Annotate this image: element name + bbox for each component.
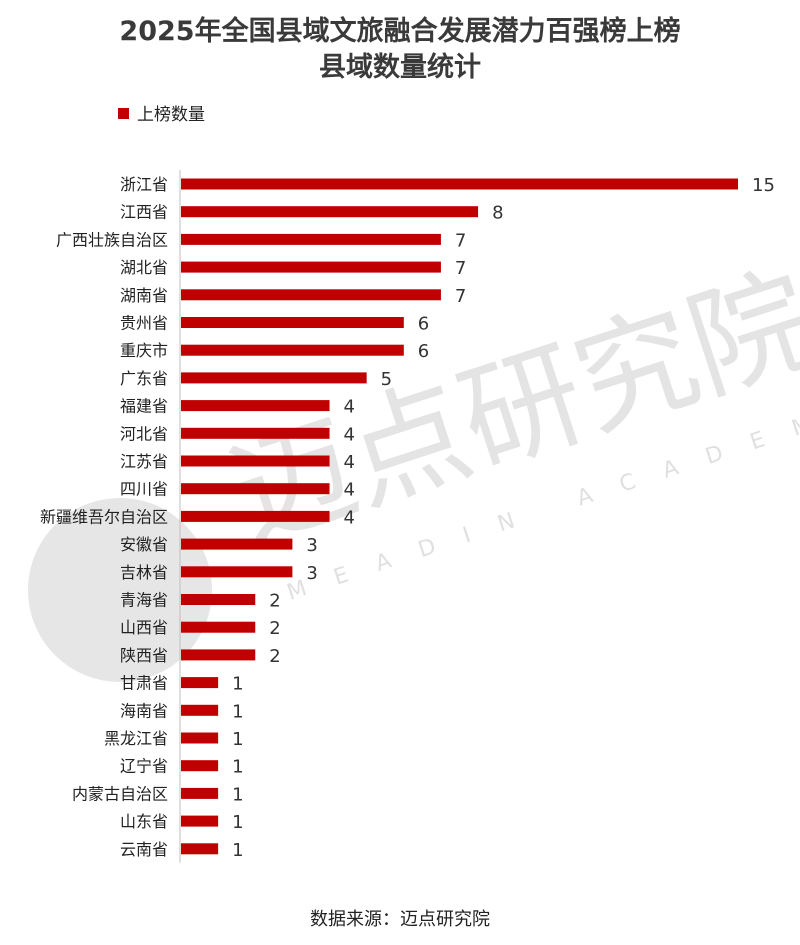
bar [181, 510, 330, 522]
bar [181, 206, 479, 218]
bar [181, 178, 738, 190]
bar [181, 815, 219, 827]
category-label: 辽宁省 [120, 757, 168, 776]
data-label: 7 [455, 230, 466, 251]
bar [181, 843, 219, 855]
bar [181, 483, 330, 495]
category-label: 安徽省 [120, 535, 168, 554]
category-label: 河北省 [120, 424, 168, 443]
category-label: 黑龙江省 [104, 729, 168, 748]
bar [181, 261, 441, 273]
data-label: 4 [344, 507, 355, 528]
legend-swatch [118, 108, 129, 119]
bar [181, 621, 256, 633]
bar [181, 455, 330, 467]
category-label: 山东省 [120, 812, 168, 831]
data-label: 3 [306, 535, 317, 556]
bar [181, 704, 219, 716]
bar [181, 732, 219, 744]
data-label: 4 [344, 480, 355, 501]
data-label: 2 [269, 646, 280, 667]
data-label: 2 [269, 618, 280, 639]
category-label: 甘肃省 [120, 674, 168, 693]
bar [181, 594, 256, 605]
data-label: 7 [455, 258, 466, 279]
category-label: 湖南省 [120, 286, 168, 305]
bar [181, 372, 367, 384]
bar [181, 677, 219, 689]
bar [181, 427, 330, 439]
category-label: 江苏省 [120, 452, 168, 471]
bar [181, 344, 404, 356]
category-label: 重庆市 [120, 341, 168, 360]
data-label: 6 [418, 314, 429, 335]
category-label: 青海省 [120, 591, 168, 610]
data-label: 1 [232, 701, 243, 722]
data-label: 2 [269, 591, 280, 612]
category-label: 江西省 [120, 203, 168, 222]
category-label: 广东省 [120, 369, 168, 388]
data-label: 7 [455, 286, 466, 307]
bar [181, 289, 441, 301]
bar [181, 317, 404, 328]
category-label: 山西省 [120, 618, 168, 637]
data-label: 1 [232, 729, 243, 750]
data-label: 5 [381, 369, 392, 390]
bar [181, 649, 256, 661]
data-source-note: 数据来源：迈点研究院 [310, 909, 490, 930]
bar [181, 566, 293, 578]
bar [181, 787, 219, 799]
data-label: 1 [232, 757, 243, 778]
legend: 上榜数量 [118, 100, 205, 125]
category-label: 海南省 [120, 701, 168, 720]
data-label: 15 [752, 175, 775, 196]
category-label: 陕西省 [120, 646, 168, 665]
bar [181, 400, 330, 412]
bar [181, 538, 293, 550]
category-label: 内蒙古自治区 [72, 784, 168, 803]
category-label: 贵州省 [120, 314, 168, 333]
category-label: 广西壮族自治区 [56, 230, 168, 249]
category-label: 云南省 [120, 840, 168, 859]
category-label: 吉林省 [120, 563, 168, 582]
data-label: 1 [232, 812, 243, 833]
data-label: 1 [232, 840, 243, 861]
category-label: 新疆维吾尔自治区 [40, 507, 168, 526]
data-label: 4 [344, 452, 355, 473]
bar [181, 760, 219, 772]
data-label: 4 [344, 424, 355, 445]
category-label: 福建省 [120, 397, 168, 416]
data-label: 4 [344, 397, 355, 418]
category-label: 浙江省 [120, 175, 168, 194]
chart-title-line2: 县域数量统计 [319, 52, 481, 83]
category-label: 四川省 [120, 480, 168, 499]
data-label: 8 [492, 203, 503, 224]
category-label: 湖北省 [120, 258, 168, 277]
bar [181, 233, 441, 245]
data-label: 6 [418, 341, 429, 362]
chart-title-line1: 2025年全国县域文旅融合发展潜力百强榜上榜 [119, 16, 681, 47]
data-label: 3 [306, 563, 317, 584]
data-label: 1 [232, 784, 243, 805]
data-label: 1 [232, 674, 243, 695]
legend-label: 上榜数量 [137, 105, 205, 125]
